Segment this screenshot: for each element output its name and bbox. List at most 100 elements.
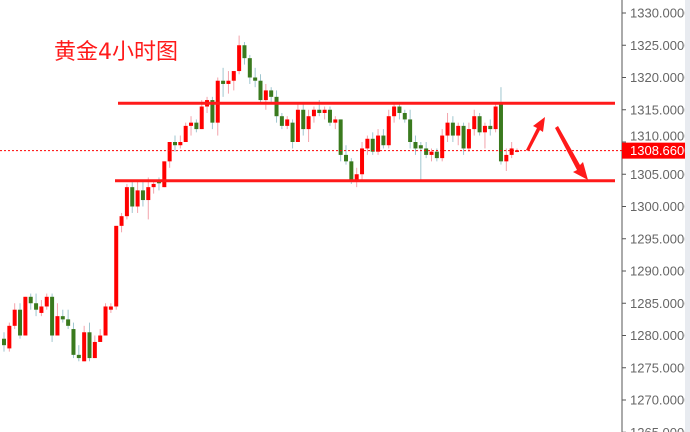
candle-down (301, 109, 306, 130)
candle-up (322, 109, 327, 113)
current-price-label: 1308.6600 (630, 143, 690, 158)
candle-down (221, 80, 226, 84)
candle-down (194, 122, 199, 130)
y-tick-label: 1305.0000 (630, 167, 690, 182)
candle-up (119, 216, 124, 226)
candle-up (333, 119, 338, 123)
y-tick-label: 1295.0000 (630, 231, 690, 246)
candle-up (215, 80, 220, 123)
candle-down (450, 122, 455, 136)
y-tick-label: 1265.0000 (630, 425, 690, 432)
candle-down (50, 296, 55, 336)
candle-down (290, 122, 295, 142)
candle-up (285, 119, 290, 126)
candle-down (173, 142, 177, 146)
candle-down (317, 109, 322, 113)
y-tick-label: 1270.0000 (630, 393, 690, 408)
candle-down (424, 148, 429, 155)
candle-down (408, 119, 413, 142)
y-tick-label: 1310.0000 (630, 129, 690, 144)
y-tick-label: 1280.0000 (630, 328, 690, 343)
candle-down (60, 316, 65, 320)
candle-up (509, 148, 514, 155)
candle-down (140, 190, 145, 201)
candle-down (18, 309, 23, 336)
candle-up (124, 187, 129, 217)
candle-up (386, 116, 391, 146)
candle-up (311, 109, 316, 117)
candle-up (92, 341, 97, 359)
candle-down (87, 332, 92, 359)
candle-up (445, 122, 450, 136)
y-tick-label: 1315.0000 (630, 102, 690, 117)
candle-down (413, 142, 418, 149)
candle-up (7, 325, 12, 349)
y-tick-label: 1290.0000 (630, 264, 690, 279)
candle-down (2, 338, 6, 346)
candle-up (135, 190, 140, 207)
y-tick-label: 1300.0000 (630, 199, 690, 214)
candle-up (98, 335, 103, 342)
candle-up (295, 109, 300, 142)
candle-up (392, 106, 397, 117)
candle-up (365, 138, 370, 149)
arrow-up-icon (526, 117, 545, 151)
candle-down (477, 116, 482, 133)
candle-down (461, 125, 466, 149)
candle-down (34, 303, 39, 310)
candle-up (493, 106, 498, 130)
candle-up (440, 135, 445, 159)
candle-up (44, 296, 49, 307)
candle-down (434, 151, 439, 159)
candle-down (349, 161, 354, 181)
y-tick-label: 1330.0000 (630, 6, 690, 21)
candle-up (354, 174, 359, 181)
arrow-down-icon (555, 126, 588, 180)
candle-up (504, 154, 509, 162)
candle-up (482, 125, 487, 133)
candle-up (82, 332, 87, 362)
candle-up (39, 306, 44, 313)
candle-down (344, 154, 348, 162)
candle-up (263, 90, 268, 101)
candle-up (108, 306, 113, 310)
y-tick-label: 1320.0000 (630, 70, 690, 85)
scrollbar-strip[interactable] (685, 0, 690, 432)
candle-down (397, 106, 402, 113)
candle-down (402, 112, 407, 120)
candle-up (456, 125, 461, 136)
candle-down (370, 138, 375, 152)
candle-up (55, 316, 60, 336)
candle-up (151, 183, 156, 188)
current-price-badge (622, 142, 685, 159)
candle-down (327, 109, 332, 123)
candle-down (488, 125, 493, 130)
candle-up (237, 45, 242, 72)
candle-up (114, 225, 119, 307)
candle-up (466, 129, 471, 149)
candle-down (381, 135, 386, 146)
candle-down (418, 145, 423, 149)
y-tick-label: 1285.0000 (630, 296, 690, 311)
candle-up (360, 148, 365, 175)
candle-up (162, 161, 167, 188)
y-tick-label: 1275.0000 (630, 360, 690, 375)
candle-down (247, 58, 252, 78)
candle-down (269, 90, 274, 97)
y-tick-label: 1325.0000 (630, 38, 690, 53)
candle-up (472, 116, 477, 130)
chart-title: 黄金4小时图 (54, 40, 178, 65)
candle-up (231, 71, 236, 81)
candle-down (76, 354, 81, 359)
candle-up (167, 142, 172, 162)
candle-down (258, 80, 263, 101)
candle-down (338, 119, 343, 155)
candle-down (210, 100, 215, 123)
candle-up (12, 309, 17, 326)
candle-up (103, 306, 108, 336)
candle-up (429, 151, 434, 155)
candle-up (23, 296, 28, 336)
candle-up (183, 125, 188, 142)
candle-up (306, 116, 311, 130)
